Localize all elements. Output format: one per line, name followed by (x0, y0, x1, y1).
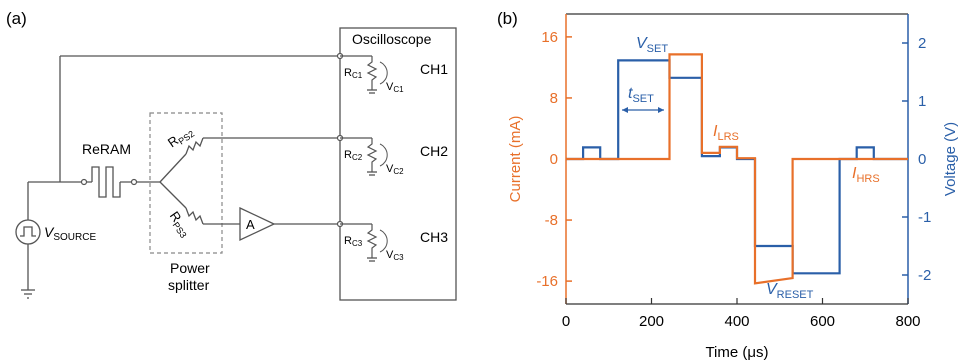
y-left-ticks: -16 -8 0 8 16 (536, 29, 572, 290)
vc2-arrow-icon (379, 143, 388, 167)
oscilloscope-box (339, 27, 457, 301)
voltage-series-line (566, 59, 908, 275)
ch1-label: CH1 (420, 61, 448, 77)
ilrs-annotation: ILRS (713, 123, 739, 143)
rc1-resistor-icon (366, 56, 378, 90)
vc1-label: VC1 (386, 81, 404, 94)
reram-icon (91, 166, 121, 198)
splitter-label-2: splitter (168, 277, 210, 293)
current-series-line (566, 53, 908, 285)
panel-b-label: (b) (497, 9, 518, 28)
rc3-label: RC3 (344, 235, 363, 248)
amplifier-icon (239, 206, 276, 242)
tset-arrow-icon (622, 107, 664, 113)
vc3-label: VC3 (386, 249, 404, 262)
splitter-upper-branch (159, 153, 187, 183)
x-tick-label: 800 (895, 313, 920, 330)
y-right-tick-label: 2 (918, 35, 926, 52)
y-left-axis-label: Current (mA) (507, 116, 524, 203)
y-right-tick-label: -1 (918, 209, 931, 226)
vc1-arrow-icon (379, 61, 388, 85)
channel-3: RC3 VC3 CH3 (336, 220, 448, 262)
y-left-tick-label: 16 (541, 29, 558, 46)
pulse-source-icon (15, 219, 41, 245)
vc3-arrow-icon (379, 229, 388, 253)
x-tick-label: 400 (724, 313, 749, 330)
oscilloscope-label: Oscilloscope (352, 31, 432, 47)
rps2-resistor-icon (185, 137, 204, 155)
vsource-label: VSOURCE (44, 224, 96, 243)
rps2-label: RPS2 (165, 123, 196, 152)
y-right-tick-label: 1 (918, 93, 926, 110)
vreset-annotation: VRESET (766, 281, 814, 301)
channel-2: RC2 VC2 CH2 (336, 134, 448, 176)
reram-label: ReRAM (82, 141, 131, 157)
x-tick-label: 200 (639, 313, 664, 330)
ground-icon (21, 289, 35, 299)
y-left-tick-label: 0 (550, 151, 558, 168)
vset-annotation: VSET (636, 35, 668, 55)
rc3-resistor-icon (366, 224, 378, 258)
ch3-label: CH3 (420, 229, 448, 245)
panel-a-label: (a) (6, 9, 27, 28)
chart-panel: (b) 0 200 400 600 800 -16 -8 0 8 16 -2 -1 0 1 2 Time… (497, 9, 959, 361)
splitter-lower-branch (159, 181, 187, 209)
ihrs-annotation: IHRS (852, 165, 880, 185)
amplifier-label: A (246, 217, 255, 232)
splitter-label-1: Power (170, 260, 210, 276)
x-tick-label: 0 (562, 313, 570, 330)
rc1-label: RC1 (344, 67, 363, 80)
y-right-axis-label: Voltage (V) (942, 122, 959, 196)
y-left-tick-label: -8 (545, 212, 558, 229)
channel-1: RC1 VC1 CH1 (336, 52, 448, 94)
tset-annotation: tSET (628, 85, 654, 105)
y-right-tick-label: 0 (918, 151, 926, 168)
y-right-ticks: -2 -1 0 1 2 (902, 35, 931, 284)
power-splitter-box (149, 112, 223, 254)
y-left-tick-label: 8 (550, 90, 558, 107)
rc2-resistor-icon (366, 138, 378, 172)
junction-node (80, 178, 88, 186)
rps3-label: RPS3 (165, 208, 194, 239)
x-ticks: 0 200 400 600 800 (562, 298, 921, 330)
rc2-label: RC2 (344, 149, 363, 162)
y-left-tick-label: -16 (536, 273, 558, 290)
rps3-resistor-icon (185, 207, 204, 225)
x-axis-label: Time (μs) (705, 344, 768, 361)
circuit-diagram: (a) Oscilloscope VSOURCE ReRAM RPS2 RPS (6, 9, 457, 301)
pulse-symbol-icon (20, 226, 36, 237)
y-right-tick-label: -2 (918, 267, 931, 284)
x-tick-label: 600 (810, 313, 835, 330)
vc2-label: VC2 (386, 163, 404, 176)
ch2-label: CH2 (420, 143, 448, 159)
junction-node-2 (130, 178, 138, 186)
